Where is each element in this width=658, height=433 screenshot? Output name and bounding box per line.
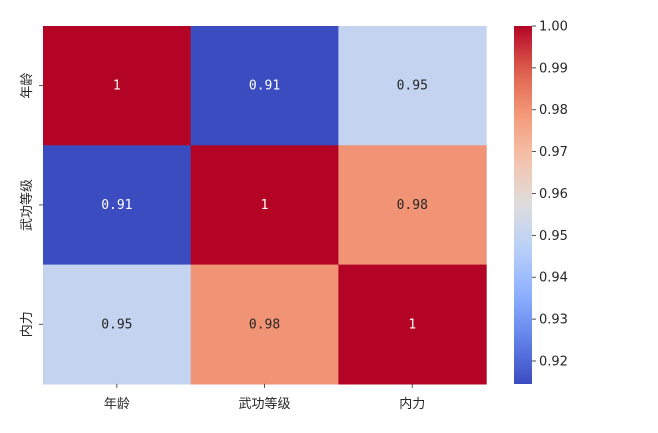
x-tick-label-0: 年龄 [104, 397, 130, 412]
x-tick-label-1: 武功等级 [239, 396, 291, 412]
x-axis: 年龄 武功等级 内力 [104, 383, 425, 412]
cell-label-2-0: 0.95 [101, 317, 132, 332]
colorbar-tick-label-2: 0.98 [539, 103, 568, 118]
cell-label-2-2: 1 [408, 317, 416, 332]
cell-label-1-0: 0.91 [101, 198, 132, 213]
heatmap-cell-0-0 [43, 26, 192, 146]
heatmap-cell-1-1 [190, 145, 339, 266]
colorbar-tick-label-3: 0.97 [539, 145, 568, 160]
cell-label-0-1: 0.91 [249, 79, 280, 94]
colorbar-tick-label-1: 0.99 [539, 61, 568, 76]
y-tick-label-0: 年龄 [20, 73, 35, 99]
y-tick-label-2: 内力 [19, 311, 35, 337]
colorbar-tick-label-7: 0.93 [539, 313, 568, 328]
colorbar: 1.00 0.99 0.98 0.97 0.96 0.95 0.94 0.93 0.92 [514, 20, 568, 384]
cell-label-0-0: 1 [113, 79, 121, 94]
colorbar-tick-label-8: 0.92 [539, 354, 568, 369]
heatmap-cell-0-2 [338, 26, 487, 146]
colorbar-tick-label-0: 1.00 [539, 20, 568, 35]
heatmap-cell-1-2 [338, 145, 487, 266]
colorbar-tick-label-6: 0.94 [539, 271, 568, 286]
colorbar-tick-label-5: 0.95 [539, 229, 568, 244]
colorbar-gradient [514, 26, 532, 384]
heatmap-cell-0-1 [190, 26, 339, 146]
heatmap-cell-2-1 [190, 264, 339, 385]
heatmap-cell-2-0 [43, 264, 192, 385]
heatmap-cell-1-0 [43, 145, 192, 266]
y-tick-label-1: 武功等级 [19, 179, 35, 231]
cell-label-2-1: 0.98 [249, 317, 280, 332]
colorbar-tick-label-4: 0.96 [539, 187, 568, 202]
heatmap-cells: 1 0.91 0.95 0.91 1 0.98 0.95 0.98 1 [43, 26, 487, 385]
cell-label-1-1: 1 [261, 198, 269, 213]
heatmap-cell-2-2 [338, 264, 487, 385]
x-tick-label-2: 内力 [399, 396, 425, 412]
cell-label-1-2: 0.98 [397, 198, 428, 213]
cell-label-0-2: 0.95 [397, 79, 428, 94]
